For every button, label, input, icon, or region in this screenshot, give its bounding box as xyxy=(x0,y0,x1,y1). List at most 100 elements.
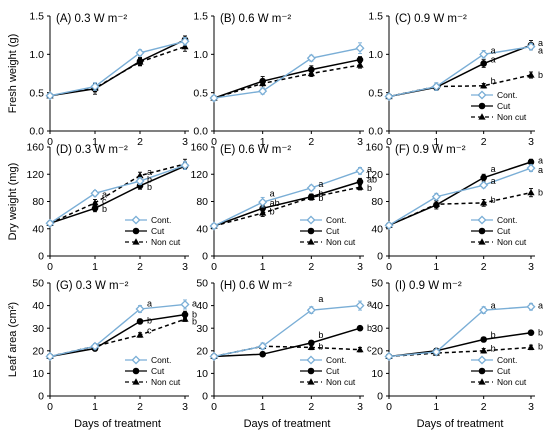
panel-e-title: (E) 0.6 W m⁻² xyxy=(220,144,291,156)
panel-g-y-tick-label: 40 xyxy=(32,300,44,312)
panel-d-legend-cont-marker xyxy=(131,215,141,225)
panel-a-x-tick-label: 1 xyxy=(92,136,98,148)
panel-g-significance-letter: b xyxy=(192,316,197,326)
panel-h-x-tick-label: 1 xyxy=(260,401,266,413)
panel-d-significance-letter: a xyxy=(147,167,152,177)
panel-f-series-cut-marker xyxy=(433,201,440,209)
panel-h-y-tick-label: 40 xyxy=(196,300,208,312)
panel-g-y-tick-label: 0 xyxy=(38,391,44,403)
panel-g-legend-non-cut-marker xyxy=(132,378,140,385)
panel-h-y-tick-label: 10 xyxy=(196,368,208,380)
panel-i-legend-non-cut-label: Non cut xyxy=(497,377,527,387)
panel-a-y-tick-label: 1.5 xyxy=(29,11,44,23)
panel-i-y-tick-label: 30 xyxy=(371,323,383,335)
panel-f-significance-letter: b xyxy=(538,188,543,198)
panel-a-title: (A) 0.3 W m⁻² xyxy=(56,13,127,25)
panel-c-significance-letter: b xyxy=(538,70,543,80)
panel-f-series-cont-marker xyxy=(384,220,394,230)
panel-h-series-cont-marker xyxy=(209,351,219,361)
panel-c-x-tick-label: 2 xyxy=(481,136,487,148)
panel-a-y-tick-label: 0.0 xyxy=(29,126,44,138)
panel-c-series-non-cut-marker xyxy=(527,71,535,78)
panel-h-y-tick-label: 30 xyxy=(196,323,208,335)
panel-a-x-tick-label: 0 xyxy=(47,136,53,148)
panel-i-x-tick-label: 2 xyxy=(481,401,487,413)
panel-h-series-cont-marker xyxy=(306,305,316,315)
panel-e-y-tick-label: 80 xyxy=(196,196,208,208)
panel-i-series-cut-marker xyxy=(480,336,487,343)
panel-d-series-non-cut-line xyxy=(49,163,186,224)
panel-b-x-tick-label: 3 xyxy=(357,136,363,148)
panel-b-series-cont-marker xyxy=(209,93,219,103)
panel-b-series-cut-marker xyxy=(308,66,315,73)
panel-c-x-tick-label: 0 xyxy=(386,136,392,148)
panel-g-legend-cont-label: Cont. xyxy=(151,355,171,365)
panel-h-significance-letter: b xyxy=(318,341,323,351)
panel-b-x-tick-label: 1 xyxy=(260,136,266,148)
panel-d-series-non-cut-marker xyxy=(136,171,144,179)
panel-g-series-non-cut-line xyxy=(49,318,186,358)
panel-g-legend-non-cut-label: Non cut xyxy=(151,377,181,387)
panel-g-series-cont-marker xyxy=(45,351,55,361)
col-3-x-axis-title: Days of treatment xyxy=(417,418,504,430)
panel-f-legend-cont-marker xyxy=(477,215,487,225)
panel-f-series-cont-marker xyxy=(431,192,441,202)
panel-c-legend-non-cut-label: Non cut xyxy=(497,112,527,122)
panel-i-y-tick-label: 40 xyxy=(371,300,383,312)
panel-f-x-tick-label: 3 xyxy=(528,261,534,273)
panel-d-legend-cut-marker xyxy=(132,227,140,235)
panel-e-significance-letter: ab xyxy=(367,175,377,185)
panel-a-series-non-cut-line xyxy=(49,45,186,97)
panel-e-significance-letter: b xyxy=(270,207,275,217)
panel-e-legend-cont-label: Cont. xyxy=(326,215,346,225)
panel-d-y-tick-label: 160 xyxy=(26,142,44,154)
panel-d-legend-non-cut-marker xyxy=(132,238,140,245)
panel-d-x-tick-label: 0 xyxy=(47,261,53,273)
panel-g-significance-letter: b xyxy=(192,310,197,320)
panel-e-series-cut-marker xyxy=(356,178,364,186)
panel-c-significance-letter: a xyxy=(491,55,496,65)
panel-g-significance-letter: c xyxy=(147,325,152,335)
panel-d-series-non-cut-marker xyxy=(91,199,99,206)
panel-c-legend-non-cut-marker xyxy=(478,113,486,120)
panel-a-series-cont-marker xyxy=(90,82,100,92)
panel-h-legend-cont-label: Cont. xyxy=(326,355,346,365)
panel-c-legend-cont-marker xyxy=(477,90,487,100)
panel-g-significance-letter: b xyxy=(147,315,152,325)
panel-c-series-cut-marker xyxy=(480,60,487,67)
panel-b-y-tick-label: 0.5 xyxy=(193,87,208,99)
panel-f-y-tick-label: 160 xyxy=(365,142,383,154)
panel-f-series-cut-marker xyxy=(480,174,487,181)
panel-e-series-cut-line xyxy=(213,181,361,227)
row-1-y-axis-title: Fresh weight (g) xyxy=(7,34,19,113)
panel-h-series-cut-line xyxy=(213,327,361,358)
panel-b-series-cut-marker xyxy=(356,56,364,63)
panel-b-series-cont-line xyxy=(213,47,361,99)
panel-h-series-cont-marker xyxy=(258,341,268,351)
panel-e-significance-letter: a xyxy=(367,164,372,174)
panel-e-y-tick-label: 120 xyxy=(190,169,208,181)
panel-d-y-tick-label: 120 xyxy=(26,169,44,181)
panel-i-x-tick-label: 3 xyxy=(528,401,534,413)
panel-f-x-tick-label: 1 xyxy=(433,261,439,273)
panel-d-series-cont-marker xyxy=(45,218,55,228)
panel-b-series-cont-marker xyxy=(355,43,365,53)
panel-h-x-tick-label: 0 xyxy=(211,401,217,413)
panel-e-series-cont-marker xyxy=(258,197,268,207)
panel-e-legend-non-cut-label: Non cut xyxy=(326,237,356,247)
panel-e-series-cut-marker xyxy=(308,193,315,201)
panel-g-series-non-cut-marker xyxy=(181,315,189,322)
panel-f-y-tick-label: 0 xyxy=(377,251,383,263)
panel-h-x-tick-label: 2 xyxy=(308,401,314,413)
panel-i-series-cont-line xyxy=(388,306,532,358)
panel-g-series-cut-marker xyxy=(136,318,144,325)
panel-g-series-cont-marker xyxy=(180,299,190,309)
panel-d-x-tick-label: 3 xyxy=(182,261,188,273)
panel-g-x-tick-label: 3 xyxy=(182,401,188,413)
panel-h-title: (H) 0.6 W m⁻² xyxy=(220,280,292,292)
panel-e-significance-letter: b xyxy=(367,183,372,193)
panel-f-legend-cut-label: Cut xyxy=(497,226,511,236)
panel-d-legend-cut-label: Cut xyxy=(151,226,165,236)
col-2-x-axis-title: Days of treatment xyxy=(244,418,331,430)
